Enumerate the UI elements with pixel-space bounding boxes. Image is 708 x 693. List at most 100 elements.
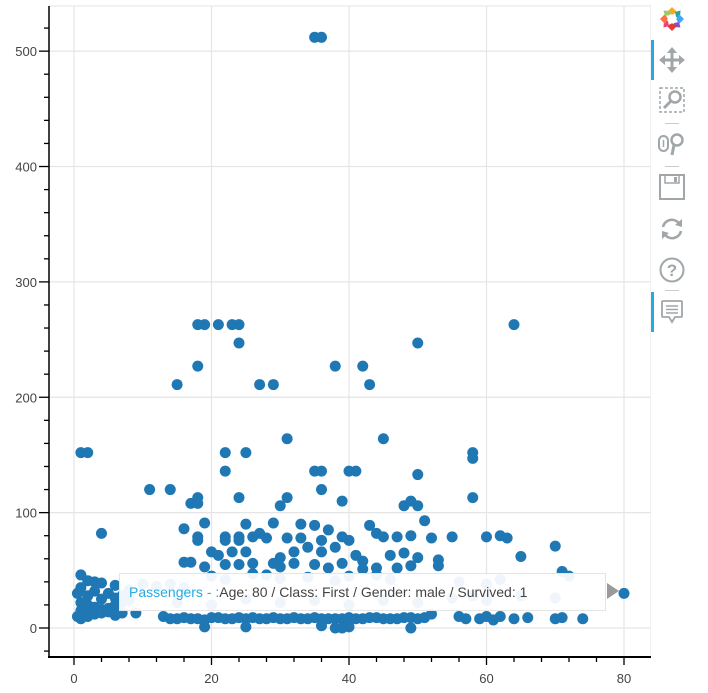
data-point[interactable]: [412, 469, 424, 481]
data-point[interactable]: [405, 622, 417, 634]
data-point[interactable]: [267, 517, 279, 529]
data-point[interactable]: [212, 319, 224, 331]
data-point[interactable]: [254, 379, 266, 391]
data-point[interactable]: [481, 531, 492, 543]
data-point[interactable]: [426, 608, 437, 620]
data-point[interactable]: [460, 613, 472, 625]
data-point[interactable]: [185, 556, 197, 568]
data-point[interactable]: [199, 621, 211, 633]
bokeh-logo-icon[interactable]: [657, 4, 687, 34]
data-point[interactable]: [432, 560, 444, 572]
data-point[interactable]: [144, 484, 156, 496]
data-point[interactable]: [233, 534, 245, 546]
data-point[interactable]: [302, 541, 314, 553]
data-point[interactable]: [164, 484, 176, 496]
data-point[interactable]: [316, 546, 327, 558]
data-point[interactable]: [412, 500, 424, 512]
hover-tool-button[interactable]: [657, 297, 687, 327]
data-point[interactable]: [267, 379, 279, 391]
data-point[interactable]: [192, 497, 204, 509]
data-point[interactable]: [343, 621, 355, 633]
data-point[interactable]: [89, 585, 101, 597]
data-point[interactable]: [226, 546, 238, 558]
data-point[interactable]: [281, 532, 293, 544]
data-point[interactable]: [274, 561, 286, 573]
data-point[interactable]: [295, 532, 307, 544]
data-point[interactable]: [219, 465, 231, 477]
data-point[interactable]: [522, 612, 534, 624]
data-point[interactable]: [247, 557, 259, 569]
plot-area[interactable]: [49, 6, 651, 657]
scatter-points[interactable]: [71, 31, 630, 634]
data-point[interactable]: [364, 379, 376, 391]
data-point[interactable]: [322, 524, 334, 536]
data-point[interactable]: [412, 552, 424, 564]
reset-tool-button[interactable]: [657, 214, 687, 244]
data-point[interactable]: [322, 562, 334, 574]
data-point[interactable]: [405, 530, 417, 542]
data-point[interactable]: [295, 518, 307, 530]
data-point[interactable]: [508, 613, 520, 625]
data-point[interactable]: [199, 319, 211, 331]
save-tool-button[interactable]: [657, 172, 687, 202]
data-point[interactable]: [219, 534, 231, 546]
data-point[interactable]: [178, 523, 190, 535]
data-point[interactable]: [240, 447, 252, 459]
data-point[interactable]: [391, 562, 403, 574]
data-point[interactable]: [357, 360, 369, 372]
data-point[interactable]: [96, 577, 107, 589]
data-point[interactable]: [75, 582, 87, 594]
data-point[interactable]: [377, 433, 389, 445]
data-point[interactable]: [233, 319, 245, 331]
data-point[interactable]: [549, 540, 561, 552]
data-point[interactable]: [398, 500, 410, 512]
data-point[interactable]: [233, 337, 245, 349]
data-point[interactable]: [618, 587, 630, 599]
data-point[interactable]: [329, 360, 341, 372]
data-point[interactable]: [446, 531, 458, 543]
help-tool-button[interactable]: ?: [657, 255, 687, 285]
data-point[interactable]: [281, 433, 293, 445]
data-point[interactable]: [219, 447, 231, 459]
data-point[interactable]: [398, 547, 410, 559]
data-point[interactable]: [192, 360, 204, 372]
data-point[interactable]: [316, 620, 327, 632]
data-point[interactable]: [336, 557, 348, 569]
data-point[interactable]: [405, 560, 417, 572]
data-point[interactable]: [281, 492, 293, 504]
data-point[interactable]: [316, 484, 327, 496]
data-point[interactable]: [384, 549, 396, 561]
data-point[interactable]: [247, 531, 259, 543]
data-point[interactable]: [426, 532, 437, 544]
data-point[interactable]: [199, 517, 211, 529]
data-point[interactable]: [467, 492, 479, 504]
data-point[interactable]: [309, 559, 321, 571]
data-point[interactable]: [515, 550, 527, 562]
data-point[interactable]: [261, 532, 272, 544]
data-point[interactable]: [467, 452, 479, 464]
scatter-plot[interactable]: 0 20 40 60 80 0 100 200 300 400 500: [0, 0, 651, 693]
data-point[interactable]: [501, 532, 513, 544]
data-point[interactable]: [357, 555, 369, 567]
data-point[interactable]: [329, 541, 341, 553]
data-point[interactable]: [494, 610, 506, 622]
data-point[interactable]: [212, 549, 224, 561]
data-point[interactable]: [82, 447, 94, 459]
data-point[interactable]: [240, 518, 252, 530]
data-point[interactable]: [377, 531, 389, 543]
wheel-zoom-tool-button[interactable]: [657, 129, 687, 159]
data-point[interactable]: [350, 465, 362, 477]
data-point[interactable]: [316, 534, 327, 546]
data-point[interactable]: [309, 519, 321, 531]
data-point[interactable]: [556, 612, 568, 624]
data-point[interactable]: [364, 519, 376, 531]
data-point[interactable]: [288, 557, 300, 569]
data-point[interactable]: [274, 500, 286, 512]
data-point[interactable]: [109, 579, 121, 591]
data-point[interactable]: [419, 515, 431, 527]
data-point[interactable]: [199, 561, 211, 573]
data-point[interactable]: [577, 613, 589, 625]
data-point[interactable]: [192, 534, 204, 546]
data-point[interactable]: [412, 337, 424, 349]
data-point[interactable]: [316, 31, 327, 43]
